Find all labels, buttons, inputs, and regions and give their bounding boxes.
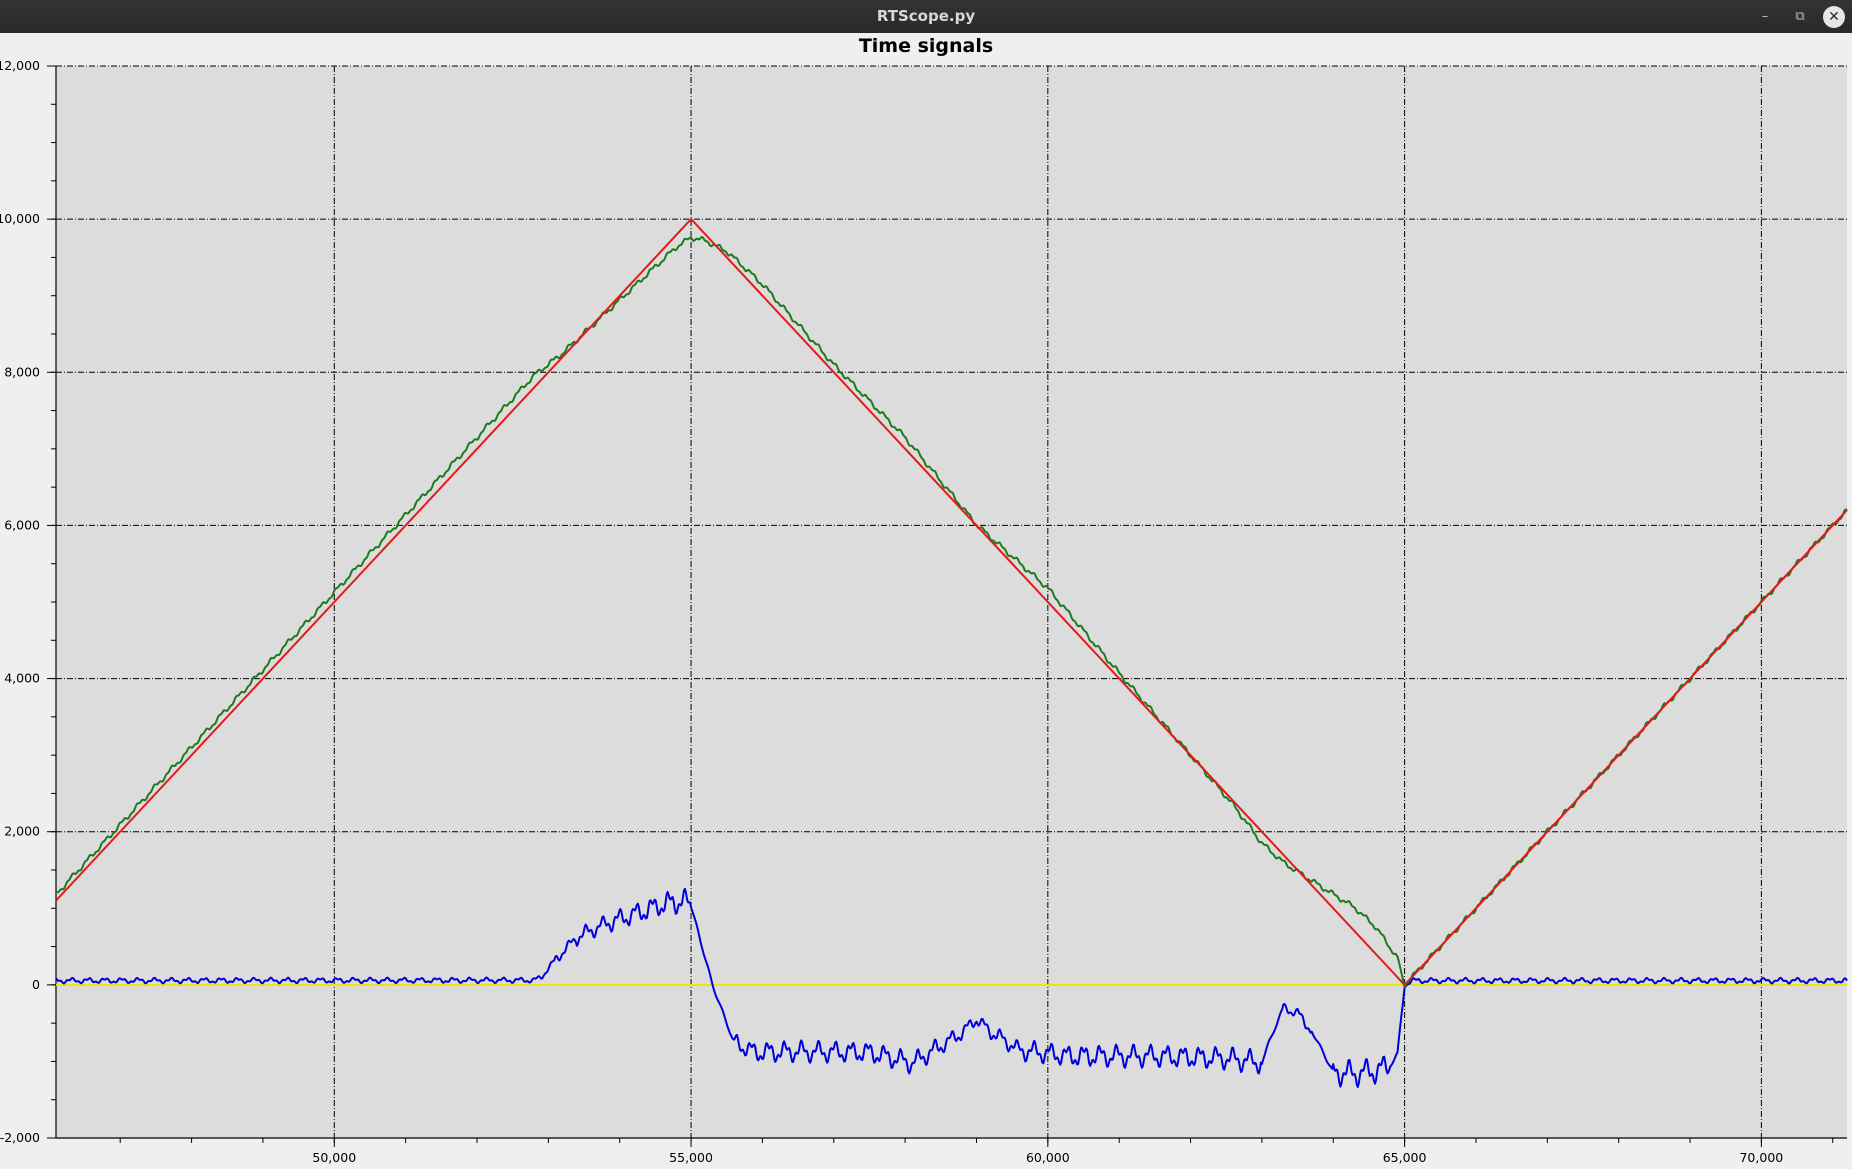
chart-area: Time signals 12,000 10,000 8,000 6,000 4,000… [0, 33, 1852, 1169]
y-tick-label: -2,000 [0, 1130, 40, 1145]
close-icon[interactable]: ✕ [1823, 6, 1845, 28]
series-line-2 [55, 887, 1848, 1088]
y-tick-label: 8,000 [4, 364, 40, 379]
window-title: RTScope.py [876, 7, 976, 25]
time-signals-plot: 12,000 10,000 8,000 6,000 4,000 2,000 0 -2,000 5… [0, 58, 1848, 1165]
y-tick-label: 4,000 [4, 671, 40, 686]
y-tick-label: 2,000 [4, 824, 40, 839]
y-tick-label: 10,000 [0, 211, 40, 226]
x-tick-label: 70,000 [1739, 1150, 1783, 1165]
minimize-icon[interactable]: – [1761, 9, 1769, 24]
window-titlebar: RTScope.py – ⧉ ✕ [0, 0, 1852, 33]
x-tick-label: 50,000 [312, 1150, 356, 1165]
restore-icon[interactable]: ⧉ [1795, 9, 1805, 24]
plot-background [56, 66, 1847, 1138]
series-line-3 [55, 236, 1848, 988]
x-tick-label: 65,000 [1383, 1150, 1427, 1165]
y-tick-label: 12,000 [0, 58, 40, 73]
x-tick-label: 60,000 [1026, 1150, 1070, 1165]
chart-title: Time signals [858, 35, 994, 57]
series-line-4 [55, 218, 1848, 986]
x-tick-label: 55,000 [669, 1150, 713, 1165]
y-tick-label: 0 [32, 977, 40, 992]
y-tick-label: 6,000 [4, 517, 40, 532]
